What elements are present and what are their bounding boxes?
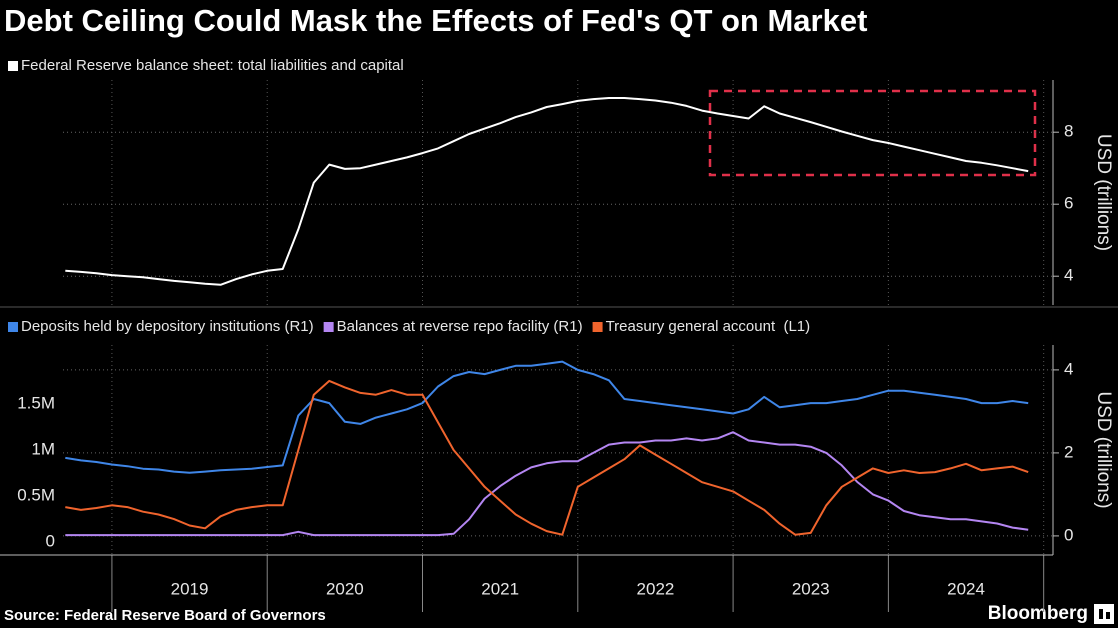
page-title: Debt Ceiling Could Mask the Effects of F…	[4, 3, 867, 38]
series-line	[65, 379, 1029, 536]
x-tick-label: 2021	[481, 579, 519, 598]
legend-marker	[323, 322, 334, 332]
logo-icon-bar	[1099, 609, 1103, 619]
axis-title: USD (trillions)	[1093, 134, 1114, 251]
axis-title: USD (trillions)	[1093, 391, 1114, 508]
series-line	[65, 360, 1029, 474]
logo-icon	[1094, 604, 1114, 624]
y-tick-label: 0.5M	[17, 486, 55, 505]
x-tick-label: 2024	[947, 579, 985, 598]
y-tick-label: 1.5M	[17, 393, 55, 412]
logo-icon-bar	[1106, 612, 1110, 619]
series-line	[65, 431, 1029, 537]
y-tick-label: 8	[1064, 122, 1073, 141]
y-tick-label: 1M	[31, 439, 55, 458]
legend-label: Treasury general account (L1)	[606, 318, 811, 335]
legend-label: Federal Reserve balance sheet: total lia…	[21, 57, 404, 74]
y-tick-label: 6	[1064, 194, 1073, 213]
highlight-box	[708, 89, 1037, 177]
x-tick-label: 2019	[171, 579, 209, 598]
y-tick-label: 4	[1064, 359, 1073, 378]
y-tick-label: 0	[46, 532, 55, 551]
y-tick-label: 2	[1064, 442, 1073, 461]
legend-marker	[592, 322, 603, 332]
y-tick-label: 0	[1064, 525, 1073, 544]
x-tick-label: 2020	[326, 579, 364, 598]
y-tick-label: 4	[1064, 266, 1073, 285]
logo: Bloomberg	[988, 603, 1088, 624]
x-tick-label: 2022	[637, 579, 675, 598]
source: Source: Federal Reserve Board of Governo…	[4, 607, 326, 624]
legend-label: Balances at reverse repo facility (R1)	[337, 318, 583, 335]
legend-label: Deposits held by depository institutions…	[21, 318, 314, 335]
x-tick-label: 2023	[792, 579, 830, 598]
legend-marker	[8, 61, 18, 71]
legend-marker	[8, 322, 18, 332]
series-line	[65, 97, 1029, 286]
